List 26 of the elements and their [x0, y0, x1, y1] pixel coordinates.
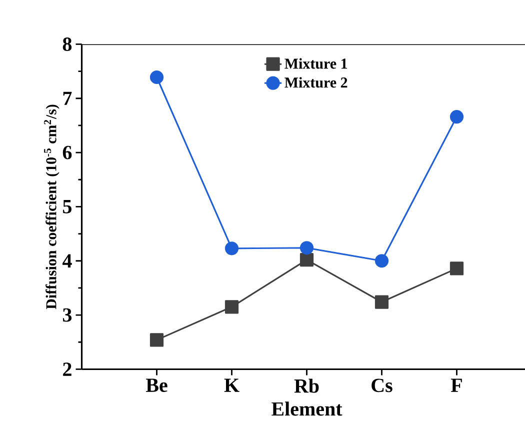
y-tick-label: 4: [62, 254, 72, 268]
y-tick-label: 2: [63, 362, 72, 376]
point: [450, 110, 464, 124]
y-tick-label: 3: [62, 308, 72, 322]
legend-label: Mixture 1: [284, 58, 348, 69]
y-tick-label: 7: [63, 92, 72, 105]
point: [374, 254, 389, 268]
point: [374, 295, 389, 309]
point: [450, 262, 464, 276]
x-tick-label: Be: [146, 378, 168, 392]
y-axis-title: Diffusion coefficient (10$^{-5}$ cm$^{2}$/s): [44, 104, 60, 310]
x-tick-label: K: [224, 378, 240, 392]
y-tick-label: 6: [62, 146, 72, 160]
point: [300, 241, 314, 255]
point: [224, 300, 239, 314]
x-tick-label: Rb: [294, 378, 319, 393]
y-tick-label: 8: [62, 37, 72, 51]
point: [224, 242, 239, 256]
point: [150, 333, 164, 347]
x-tick-label: F: [450, 378, 462, 392]
y-tick-label: 5: [63, 200, 72, 214]
x-tick-label: Cs: [372, 378, 392, 392]
point: [150, 70, 164, 84]
legend-label: Mixture 2: [284, 77, 348, 88]
point: [300, 252, 314, 267]
x-axis-title: Element: [272, 402, 342, 416]
